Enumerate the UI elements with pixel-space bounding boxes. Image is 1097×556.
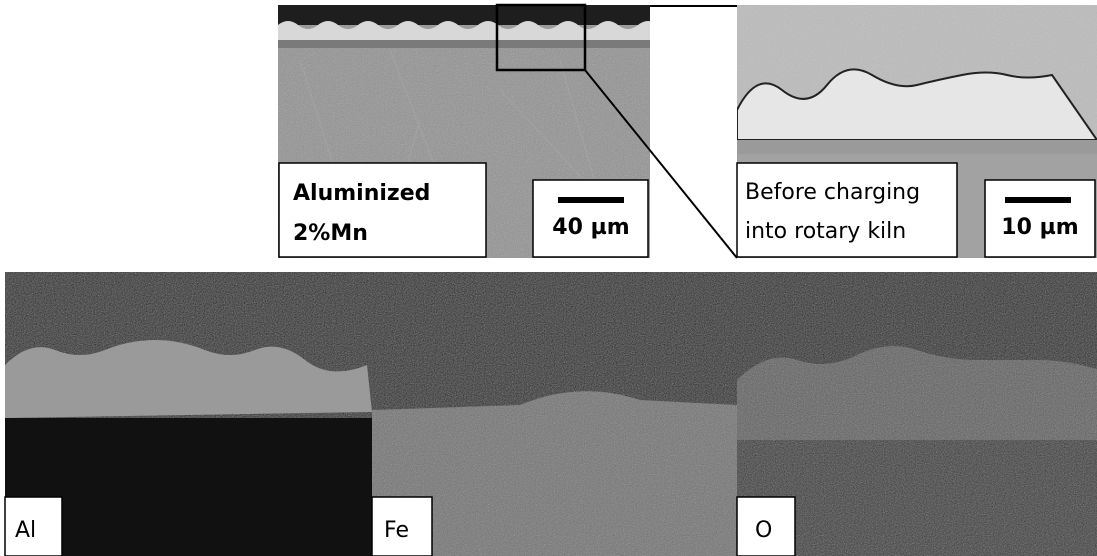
scale-bar xyxy=(1005,197,1071,203)
scale-text: 10 µm xyxy=(1001,215,1078,240)
element-label: Fe xyxy=(384,518,409,543)
condition-label: into rotary kiln xyxy=(745,219,906,244)
condition-label: Before charging xyxy=(745,180,920,205)
sample-label: 2%Mn xyxy=(293,221,368,246)
scale-bar xyxy=(558,197,624,203)
element-label: O xyxy=(755,518,772,543)
element-label: Al xyxy=(15,518,36,543)
sample-label: Aluminized xyxy=(293,181,430,206)
scale-text: 40 µm xyxy=(552,215,629,240)
figure: Aluminized 2%Mn 40 µm Before charging in… xyxy=(0,0,1097,556)
